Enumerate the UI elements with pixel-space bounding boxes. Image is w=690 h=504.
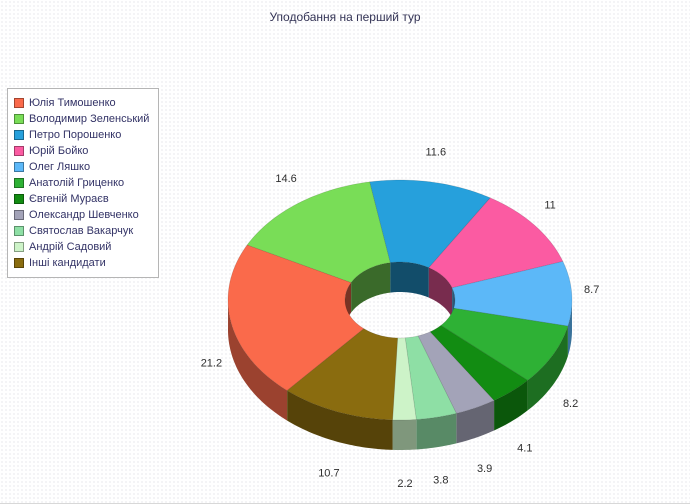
slice-value-label: 3.9 bbox=[477, 463, 492, 475]
pie-slice[interactable] bbox=[286, 328, 398, 421]
chart-title: Уподобання на перший тур bbox=[269, 10, 421, 24]
pie-slice-outer-side bbox=[494, 380, 528, 431]
pie-slice-outer-side bbox=[228, 297, 288, 421]
legend-item[interactable]: Володимир Зеленський bbox=[14, 111, 149, 127]
slice-value-label: 4.1 bbox=[517, 442, 532, 454]
legend-swatch bbox=[14, 146, 24, 156]
slice-value-label: 14.6 bbox=[275, 173, 296, 185]
legend-label: Володимир Зеленський bbox=[29, 113, 150, 125]
legend-swatch bbox=[14, 194, 24, 204]
pie-slice-inner-side bbox=[351, 262, 391, 313]
legend-label: Петро Порошенко bbox=[29, 129, 122, 141]
pie-slice-outer-side bbox=[416, 413, 457, 450]
slice-value-label: 8.7 bbox=[584, 284, 599, 296]
slice-value-label: 11 bbox=[544, 200, 555, 212]
legend-swatch bbox=[14, 178, 24, 188]
legend-item[interactable]: Олександр Шевченко bbox=[14, 207, 149, 223]
legend-item[interactable]: Інші кандидати bbox=[14, 255, 149, 271]
legend-item[interactable]: Андрій Садовий bbox=[14, 239, 149, 255]
slice-value-label: 2.2 bbox=[397, 478, 412, 490]
pie-slice-outer-side bbox=[287, 390, 393, 450]
pie-slice-inner-side bbox=[428, 267, 453, 318]
legend-label: Юрій Бойко bbox=[29, 145, 89, 157]
legend-item[interactable]: Петро Порошенко bbox=[14, 127, 149, 143]
legend-swatch bbox=[14, 210, 24, 220]
slice-value-label: 11.6 bbox=[426, 147, 447, 159]
legend-swatch bbox=[14, 242, 24, 252]
slice-value-label: 10.7 bbox=[318, 467, 339, 479]
legend-swatch bbox=[14, 98, 24, 108]
legend-item[interactable]: Анатолій Гриценко bbox=[14, 175, 149, 191]
pie-slice-outer-side bbox=[456, 400, 495, 444]
legend-item[interactable]: Святослав Вакарчук bbox=[14, 223, 149, 239]
legend-item[interactable]: Юрій Бойко bbox=[14, 143, 149, 159]
legend-item[interactable]: Юлія Тимошенко bbox=[14, 95, 149, 111]
legend-swatch bbox=[14, 114, 24, 124]
legend-label: Юлія Тимошенко bbox=[29, 97, 116, 109]
legend-label: Інші кандидати bbox=[29, 257, 106, 269]
legend-label: Євгеній Мураєв bbox=[29, 193, 109, 205]
pie-slice-outer-side bbox=[392, 419, 417, 450]
legend-item[interactable]: Олег Ляшко bbox=[14, 159, 149, 175]
legend-label: Олександр Шевченко bbox=[29, 209, 139, 221]
pie-slice-inner-side bbox=[390, 262, 429, 298]
legend-label: Олег Ляшко bbox=[29, 161, 91, 173]
legend-label: Святослав Вакарчук bbox=[29, 225, 134, 237]
legend-label: Андрій Садовий bbox=[29, 241, 112, 253]
pie-slice-outer-side bbox=[527, 326, 568, 411]
slice-value-label: 8.2 bbox=[563, 398, 578, 410]
legend-swatch bbox=[14, 130, 24, 140]
legend-swatch bbox=[14, 226, 24, 236]
legend-swatch bbox=[14, 258, 24, 268]
legend-swatch bbox=[14, 162, 24, 172]
pie-slice-outer-side bbox=[567, 298, 572, 357]
slice-value-label: 3.8 bbox=[433, 475, 448, 487]
legend-item[interactable]: Євгеній Мураєв bbox=[14, 191, 149, 207]
legend-label: Анатолій Гриценко bbox=[29, 177, 125, 189]
slice-value-label: 21.2 bbox=[201, 358, 222, 370]
legend: Юлія Тимошенко Володимир Зеленський Петро … bbox=[7, 88, 160, 278]
